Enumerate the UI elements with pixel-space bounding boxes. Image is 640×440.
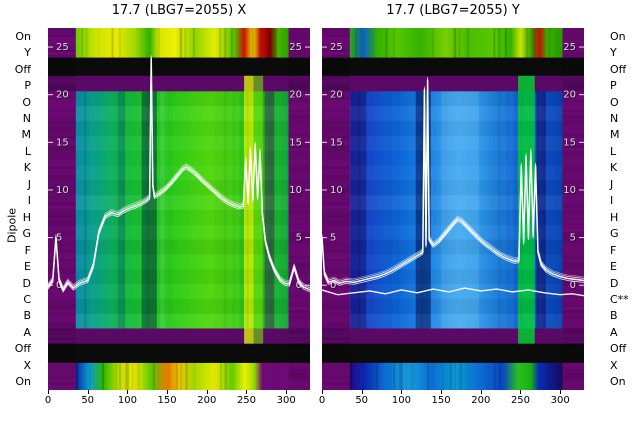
row-label: I [27,194,31,208]
row-label: J [610,177,614,191]
x-tick-mark [401,390,403,394]
row-label: On [15,29,31,43]
x-tick-label: 100 [391,395,411,406]
row-label: O [22,95,31,109]
x-tick-mark [246,390,248,394]
row-label: C** [610,292,629,306]
row-label: E [610,260,617,274]
x-tick-label: 150 [431,395,451,406]
x-tick-label: 100 [117,395,137,406]
x-tick-mark [127,390,129,394]
panel-x-title: 17.7 (LBG7=2055) X [111,3,247,18]
x-tick-label: 150 [157,395,177,406]
heatmap-canvas-y [322,28,584,390]
heatmap-canvas-x [48,28,310,390]
x-tick-label: 300 [550,395,570,406]
row-labels-left: On Y Off P O N M L K J I H G F E D C B A Off X On [0,28,34,390]
row-label: H [610,210,619,224]
row-label: C [23,292,31,306]
row-label: On [15,375,31,389]
x-tick-mark [87,390,89,394]
x-tick-label: 50 [355,395,369,406]
x-tick-label: 250 [510,395,531,406]
x-tick-label: 300 [276,395,296,406]
row-label: Off [14,342,31,356]
row-label: D [22,276,31,290]
row-label: Y [24,46,31,60]
row-label: Off [610,62,627,76]
panel-y-title: 17.7 (LBG7=2055) Y [386,3,520,18]
row-label: P [610,79,617,93]
row-label: M [21,128,32,142]
row-label: O [610,95,619,109]
row-label: X [610,358,618,372]
row-label: F [610,243,617,257]
x-tick-label: 50 [81,395,95,406]
row-label: H [22,210,31,224]
row-label: P [24,79,31,93]
row-label: A [610,325,618,339]
row-label: B [23,309,31,323]
row-label: K [23,161,31,175]
row-label: M [610,128,620,142]
row-label: Y [610,46,617,60]
row-label: N [22,111,31,125]
row-labels-right: On Y Off P O N M L K J I H G F E D C** B A Off X On [608,28,640,390]
row-label: A [23,325,31,339]
row-label: E [24,260,31,274]
panel-x [48,28,310,390]
row-label: On [610,375,626,389]
row-label: On [610,29,626,43]
row-label: F [24,243,31,257]
row-label: L [24,144,31,158]
x-tick-label: 0 [44,395,52,406]
x-tick-label: 200 [197,395,217,406]
row-label: D [610,276,619,290]
row-label: G [610,227,619,241]
x-tick-mark [48,390,49,394]
row-label: L [610,144,617,158]
x-tick-label: 200 [471,395,491,406]
x-tick-mark [441,390,443,394]
row-label: Off [610,342,627,356]
row-label: K [610,161,618,175]
x-tick-mark [167,390,169,394]
row-label: B [610,309,618,323]
x-axis-panel-x: 0 50 100 150 200 250 300 [44,390,310,414]
x-tick-mark [520,390,522,394]
row-label: N [610,111,619,125]
row-label: I [610,194,614,208]
panel-y [322,28,584,390]
row-label: J [27,177,31,191]
x-tick-label: 250 [236,395,257,406]
x-tick-mark [286,390,288,394]
x-tick-mark [322,390,323,394]
x-tick-mark [480,390,482,394]
x-axis-panel-y: 0 50 100 150 200 250 300 [318,390,584,414]
row-label: X [23,358,31,372]
x-tick-mark [206,390,208,394]
row-label: G [22,227,31,241]
row-label: Off [14,62,31,76]
x-tick-mark [560,390,562,394]
x-tick-mark [361,390,363,394]
x-tick-label: 0 [318,395,326,406]
